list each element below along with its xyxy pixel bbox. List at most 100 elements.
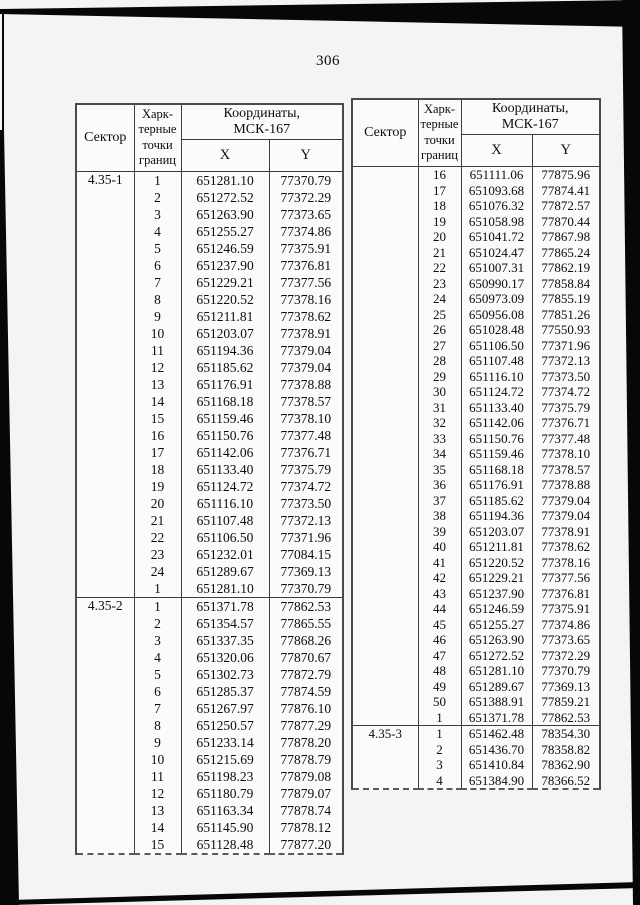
table-row: 8 651250.57 77877.29	[76, 717, 344, 734]
y-coordinate-cell: 77378.62	[531, 539, 601, 555]
y-coordinate-cell: 77376.81	[268, 257, 344, 274]
point-number-cell: 1	[133, 597, 182, 615]
table-row: 1 651281.10 77370.79	[76, 580, 344, 598]
point-number-cell: 42	[417, 570, 462, 586]
y-coordinate-cell: 77375.79	[268, 461, 344, 478]
table-row: 43 651237.90 77376.81	[352, 585, 601, 601]
point-number-cell: 11	[133, 768, 182, 785]
header-coordinates-msk167: Координаты, МСК-167	[180, 103, 344, 140]
table-row: 3 651263.90 77373.65	[76, 206, 344, 223]
y-coordinate-cell: 77372.13	[531, 353, 601, 369]
point-number-cell: 10	[133, 325, 182, 342]
y-coordinate-cell: 77378.10	[268, 410, 344, 427]
y-coordinate-cell: 77373.65	[531, 632, 601, 648]
y-coordinate-cell: 77878.12	[268, 819, 344, 836]
y-coordinate-cell: 77371.96	[268, 529, 344, 546]
point-number-cell: 2	[417, 741, 462, 757]
x-coordinate-cell: 651116.10	[180, 495, 270, 512]
point-number-cell: 36	[417, 477, 462, 493]
table-row: 15 651159.46 77378.10	[76, 410, 344, 427]
point-number-cell: 12	[133, 359, 182, 376]
x-coordinate-cell: 651289.67	[460, 678, 533, 694]
table-row: 45 651255.27 77374.86	[352, 616, 601, 632]
point-number-cell: 25	[417, 306, 462, 322]
x-coordinate-cell: 651220.52	[460, 554, 533, 570]
point-number-cell: 21	[133, 512, 182, 529]
point-number-cell: 38	[417, 508, 462, 524]
y-coordinate-cell: 77379.04	[268, 359, 344, 376]
x-coordinate-cell: 651232.01	[180, 546, 270, 563]
point-number-cell: 7	[133, 274, 182, 291]
table-row: 5 651246.59 77375.91	[76, 240, 344, 257]
header-x: X	[180, 139, 270, 172]
table-row: 7 651267.97 77876.10	[76, 700, 344, 717]
table-row: 35 651168.18 77378.57	[352, 461, 601, 477]
x-coordinate-cell: 651159.46	[180, 410, 270, 427]
x-coordinate-cell: 651272.52	[180, 189, 270, 206]
y-coordinate-cell: 77874.59	[268, 683, 344, 700]
table-row: 36 651176.91 77378.88	[352, 477, 601, 493]
y-coordinate-cell: 77374.72	[268, 478, 344, 495]
table-row: 2 651272.52 77372.29	[76, 189, 344, 206]
x-coordinate-cell: 651337.35	[180, 632, 270, 649]
point-number-cell: 17	[133, 444, 182, 461]
y-coordinate-cell: 77376.71	[531, 415, 601, 431]
table-row: 24 650973.09 77855.19	[352, 291, 601, 307]
y-coordinate-cell: 78362.90	[531, 757, 601, 773]
table-row: 4 651384.90 78366.52	[352, 772, 601, 789]
point-number-cell: 11	[133, 342, 182, 359]
x-coordinate-cell: 651233.14	[180, 734, 270, 751]
x-coordinate-cell: 651150.76	[460, 430, 533, 446]
x-coordinate-cell: 651263.90	[460, 632, 533, 648]
y-coordinate-cell: 77855.19	[531, 291, 601, 307]
scan-edge-left-wedge	[0, 130, 19, 905]
y-coordinate-cell: 77378.88	[531, 477, 601, 493]
point-number-cell: 8	[133, 717, 182, 734]
point-number-cell: 19	[133, 478, 182, 495]
x-coordinate-cell: 651246.59	[460, 601, 533, 617]
y-coordinate-cell: 77877.29	[268, 717, 344, 734]
x-coordinate-cell: 651142.06	[180, 444, 270, 461]
point-number-cell: 8	[133, 291, 182, 308]
y-coordinate-cell: 77858.84	[531, 275, 601, 291]
x-coordinate-cell: 651150.76	[180, 427, 270, 444]
x-coordinate-cell: 651272.52	[460, 647, 533, 663]
y-coordinate-cell: 77378.91	[531, 523, 601, 539]
x-coordinate-cell: 651237.90	[460, 585, 533, 601]
table-row: 16 651111.06 77875.96	[351, 166, 601, 726]
table-row: 13 651176.91 77378.88	[76, 376, 344, 393]
y-coordinate-cell: 77374.72	[531, 384, 601, 400]
page-number: 306	[316, 53, 340, 69]
y-coordinate-cell: 77378.10	[531, 446, 601, 462]
y-coordinate-cell: 78366.52	[531, 772, 601, 789]
point-number-cell: 2	[133, 189, 182, 206]
table-row: 4 651255.27 77374.86	[76, 223, 344, 240]
table-row: 48 651281.10 77370.79	[352, 663, 601, 679]
point-number-cell: 7	[133, 700, 182, 717]
point-number-cell: 4	[133, 223, 182, 240]
x-coordinate-cell: 651237.90	[180, 257, 270, 274]
header-coordinates-msk167: Координаты, МСК-167	[460, 98, 601, 135]
y-coordinate-cell: 77876.10	[268, 700, 344, 717]
point-number-cell: 23	[133, 546, 182, 563]
x-coordinate-cell: 651371.78	[460, 709, 533, 726]
x-coordinate-cell: 651388.91	[460, 694, 533, 710]
y-coordinate-cell: 77369.13	[268, 563, 344, 580]
x-coordinate-cell: 651281.10	[180, 171, 270, 189]
header-y: Y	[531, 134, 601, 167]
header-y: Y	[268, 139, 344, 172]
y-coordinate-cell: 77372.29	[268, 189, 344, 206]
point-number-cell: 22	[417, 260, 462, 276]
x-coordinate-cell: 651142.06	[460, 415, 533, 431]
point-number-cell: 48	[417, 663, 462, 679]
y-coordinate-cell: 77851.26	[531, 306, 601, 322]
point-number-cell: 15	[133, 410, 182, 427]
point-number-cell: 33	[417, 430, 462, 446]
x-coordinate-cell: 651203.07	[180, 325, 270, 342]
point-number-cell: 9	[133, 308, 182, 325]
point-number-cell: 14	[133, 393, 182, 410]
point-number-cell: 6	[133, 257, 182, 274]
x-coordinate-cell: 651194.36	[460, 508, 533, 524]
table-row: 3 651337.35 77868.26	[76, 632, 344, 649]
